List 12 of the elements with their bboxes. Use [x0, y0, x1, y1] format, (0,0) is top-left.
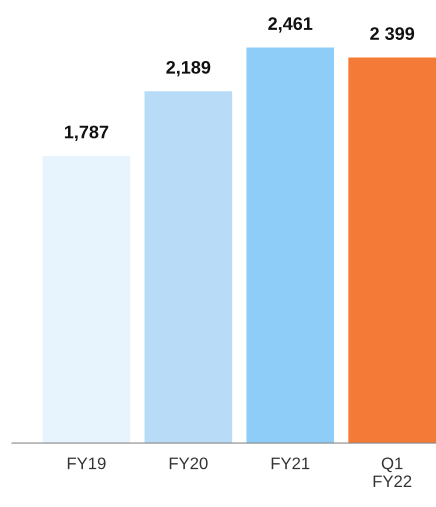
x-tick-label: FY20 — [170, 457, 208, 470]
data-label: 1,787 — [64, 126, 108, 141]
x-tick-label: FY21 — [272, 457, 310, 470]
data-label: 2 399 — [370, 27, 414, 40]
bar — [348, 57, 436, 444]
bar — [144, 91, 232, 444]
bar — [246, 47, 334, 444]
bar — [42, 156, 130, 444]
data-label: 2,461 — [268, 17, 312, 33]
data-label: 2,189 — [166, 60, 210, 76]
x-tick-label: Q1 FY22 — [374, 457, 412, 488]
x-tick-label: FY19 — [68, 457, 106, 470]
